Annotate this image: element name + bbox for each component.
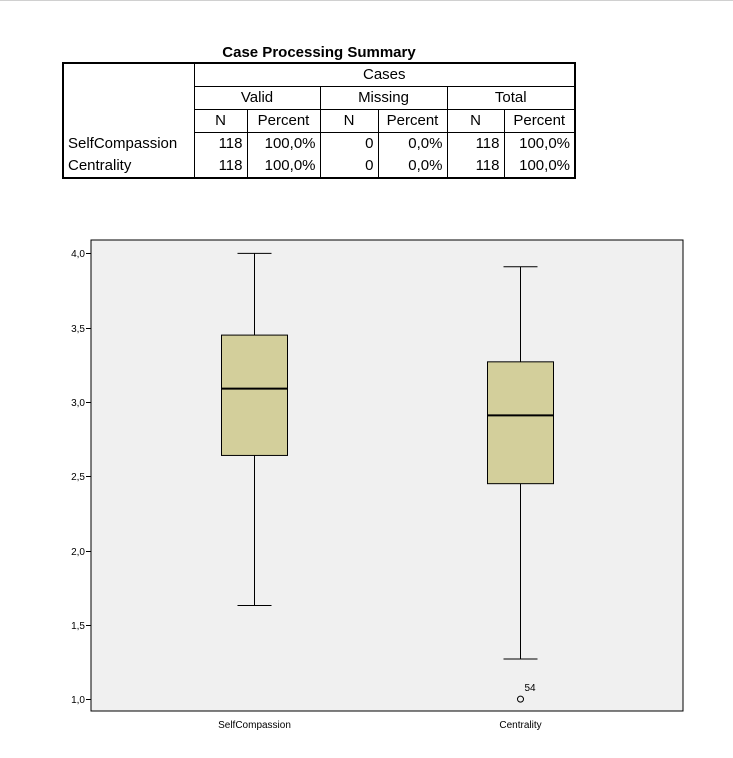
table-row: SelfCompassion 118 100,0% 0 0,0% 118 100… <box>63 132 575 155</box>
box <box>487 361 554 485</box>
col-header-missing-percent: Percent <box>378 109 448 133</box>
cell-missing-percent: 0,0% <box>378 155 448 178</box>
y-tick-label: 2,5 <box>71 472 85 483</box>
case-processing-table: Cases Valid Missing Total N Percent N Pe… <box>62 62 576 179</box>
top-divider <box>0 0 733 1</box>
group-header-valid: Valid <box>194 86 321 110</box>
cell-total-percent: 100,0% <box>519 157 570 174</box>
table-row: Centrality 118 100,0% 0 0,0% 118 100,0% <box>63 155 575 178</box>
cases-header: Cases <box>194 63 575 87</box>
row-label: Centrality <box>63 155 195 178</box>
cell-total-n: 118 <box>447 132 505 155</box>
cell-missing-percent: 0,0% <box>378 132 448 155</box>
group-header-missing: Missing <box>320 86 448 110</box>
y-tick-label: 4,0 <box>71 249 85 260</box>
y-tick-label: 3,0 <box>71 398 85 409</box>
y-tick-label: 1,5 <box>71 621 85 632</box>
outlier-point <box>517 695 524 703</box>
col-header-missing-n: N <box>320 109 379 133</box>
outlier-label: 54 <box>525 683 537 694</box>
col-header-valid-n: N <box>194 109 248 133</box>
box <box>221 334 288 456</box>
col-header-valid-percent: Percent <box>247 109 321 133</box>
group-header-total: Total <box>447 86 575 110</box>
cell-total-n: 118 <box>447 155 505 178</box>
cell-missing-n: 0 <box>320 132 379 155</box>
cell-valid-percent: 100,0% <box>247 132 321 155</box>
cell-total-percent: 100,0% <box>519 135 570 152</box>
cell-missing-n: 0 <box>320 155 379 178</box>
x-category-label: Centrality <box>499 720 541 731</box>
y-tick-label: 3,5 <box>71 324 85 335</box>
col-header-total-n: N <box>447 109 505 133</box>
table-title: Case Processing Summary <box>222 44 416 61</box>
row-label: SelfCompassion <box>63 132 195 155</box>
cell-valid-percent: 100,0% <box>247 155 321 178</box>
x-category-label: SelfCompassion <box>218 720 291 731</box>
plot-area <box>90 239 684 712</box>
col-header-total-percent: Percent <box>504 109 575 133</box>
cell-valid-n: 118 <box>194 155 248 178</box>
cell-valid-n: 118 <box>194 132 248 155</box>
y-tick-label: 2,0 <box>71 547 85 558</box>
y-tick-label: 1,0 <box>71 695 85 706</box>
table-stub-header <box>63 63 195 133</box>
